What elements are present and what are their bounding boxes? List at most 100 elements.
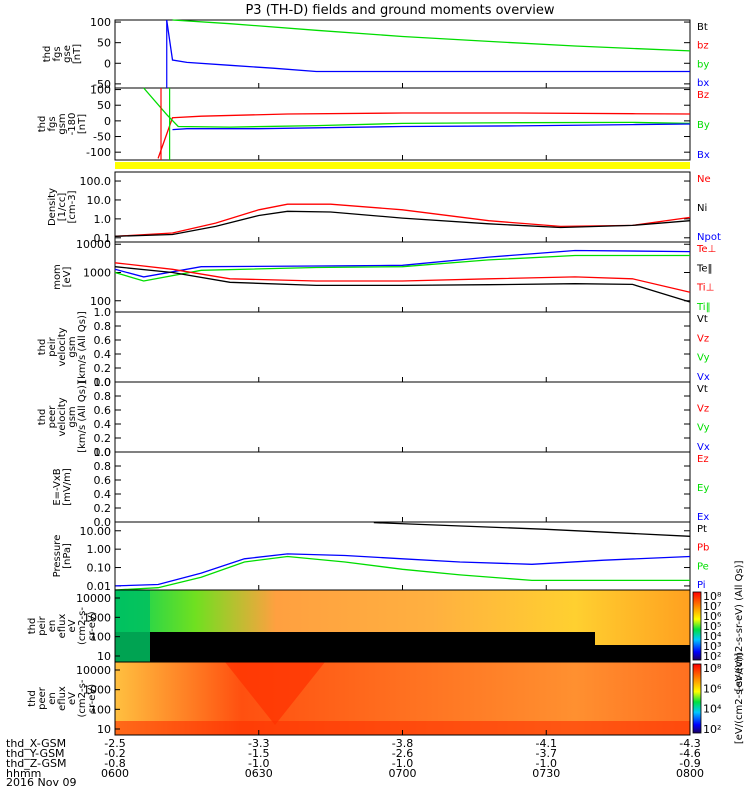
y-tick-label: 1.00 [87, 543, 112, 556]
y-label-line: fgs [47, 116, 58, 131]
y-label-line: fgs [52, 46, 63, 61]
y-label-line: sr-eV) [87, 611, 98, 640]
y-tick-label: 10 [97, 723, 111, 736]
series-Bz [157, 112, 691, 159]
y-tick-label: 100 [90, 703, 111, 716]
x-row-value: 0630 [245, 767, 273, 780]
y-tick-label: 50 [97, 99, 111, 112]
legend-Vz: Vz [697, 403, 709, 414]
colorbar-tick: 10⁵ [703, 620, 721, 633]
series-Ne [114, 203, 691, 237]
colorbar-label: [eV/(cm2-s-sr-eV) (All Qs)] [734, 560, 745, 691]
early-band [115, 590, 150, 662]
legend-Pi: Pi [697, 580, 706, 591]
y-axis-label: mom [eV] [52, 264, 73, 290]
y-tick-label: 0.8 [94, 460, 112, 473]
y-axis-label: thd peir velocity gsm [km/s (All Qs)] [37, 311, 88, 383]
legend-Vx: Vx [697, 372, 710, 383]
colorbar-label-text: [eV/(cm2-s-sr-eV)] [734, 653, 745, 744]
y-label-line: -180 [67, 113, 78, 136]
hot-wedge [225, 662, 325, 725]
y-tick-label: 0 [104, 115, 111, 128]
y-tick-label: 0.2 [94, 362, 112, 375]
y-label-line: sr-eV) [87, 684, 98, 713]
y-tick-label: 0.2 [94, 432, 112, 445]
legend-Ne: Ne [697, 174, 711, 185]
colorbar-tick: 10⁸ [703, 662, 722, 675]
y-tick-label: 100 [90, 16, 111, 29]
colorbar-tick: 10⁶ [703, 610, 722, 623]
colorbar-tick: 10⁸ [703, 590, 722, 603]
y-label-line: [nT] [77, 114, 88, 134]
y-tick-label: 0 [104, 57, 111, 70]
legend-Pt: Pt [697, 524, 707, 535]
low-energy-gap [115, 632, 595, 662]
series-Ti‖ [114, 254, 690, 282]
x-row-value: -4.1 [536, 737, 557, 750]
y-tick-label: 1.0 [94, 446, 112, 459]
colorbar-tick: 10⁶ [703, 682, 722, 695]
x-row-value: -4.6 [679, 747, 700, 760]
legend-Vx: Vx [697, 442, 710, 453]
legend-Ey: Ey [697, 483, 709, 494]
y-tick-label: 0.0 [94, 516, 112, 529]
legend-Bx: Bx [697, 150, 710, 161]
legend-Pb: Pb [697, 543, 709, 554]
panel-frame [114, 451, 691, 523]
y-tick-label: 1.0 [94, 376, 112, 389]
series-Pi [114, 553, 691, 587]
x-row-value: -0.8 [104, 757, 125, 770]
colorbar-tick: 10² [703, 723, 721, 736]
y-tick-label: 0.2 [94, 502, 112, 515]
colorbar-tick: 10⁴ [703, 630, 722, 643]
x-row-label: thd_Z-GSM [6, 757, 66, 770]
series-Te⊥ [114, 262, 691, 293]
y-label-line: [nT] [72, 44, 83, 64]
y-tick-label: 0.10 [87, 562, 112, 575]
panel-2: thd fgs gsm -180 [nT] 100 50 0 -50 -100 Bz By Bx [37, 84, 710, 161]
legend-Npot: Npot [697, 232, 721, 243]
legend-Bt: Bt [697, 22, 708, 33]
y-label-line: [mV/m] [62, 468, 73, 506]
legend-Vz: Vz [697, 333, 709, 344]
panel-frame [114, 311, 691, 383]
x-row-value: -1.0 [536, 757, 557, 770]
legend-Te⊥: Te⊥ [696, 244, 716, 255]
series-By [143, 87, 691, 128]
x-row-value: 0600 [101, 767, 129, 780]
y-label-line: (cm2-s- [77, 679, 88, 717]
y-tick-label: 10000 [76, 238, 111, 251]
y-axis-label: thd peir en eflux eV (cm2-s-sr-eV) [27, 607, 98, 645]
x-row-label: thd_Y-GSM [6, 747, 65, 760]
colorbar-tick: 10³ [703, 640, 721, 653]
y-label-line: (cm2-s- [77, 607, 88, 645]
y-label-line: eflux [57, 686, 68, 711]
y-tick-label: 10.00 [80, 525, 112, 538]
y-label-line: gsm [67, 336, 78, 357]
y-label-line: gsm [67, 406, 78, 427]
y-label-line: velocity [57, 397, 68, 436]
legend-Ni: Ni [697, 203, 707, 214]
legend-Pe: Pe [697, 561, 709, 572]
y-tick-label: 10000 [76, 664, 111, 677]
y-label-line: thd [27, 690, 38, 707]
y-label-line: thd [37, 339, 48, 356]
y-label-line: en [47, 692, 58, 705]
y-tick-label: 0.01 [87, 580, 112, 593]
y-label-line: [eV] [62, 267, 73, 288]
y-tick-label: 10 [97, 650, 111, 663]
y-tick-label: 0.6 [94, 474, 112, 487]
x-row-value: 0730 [532, 767, 560, 780]
panel-frame [114, 381, 691, 453]
legend-bx: bx [697, 78, 709, 89]
legend-Vy: Vy [697, 353, 710, 364]
colorbar-tick: 10⁴ [703, 703, 722, 716]
y-label-line: en [47, 620, 58, 633]
legend-Ez: Ez [697, 454, 709, 465]
x-row-value: -1.5 [248, 747, 269, 760]
y-tick-label: 1000 [83, 684, 111, 697]
panel-frame [114, 171, 691, 243]
y-label-line: eV [67, 692, 78, 705]
y-tick-label: 0.4 [94, 418, 112, 431]
